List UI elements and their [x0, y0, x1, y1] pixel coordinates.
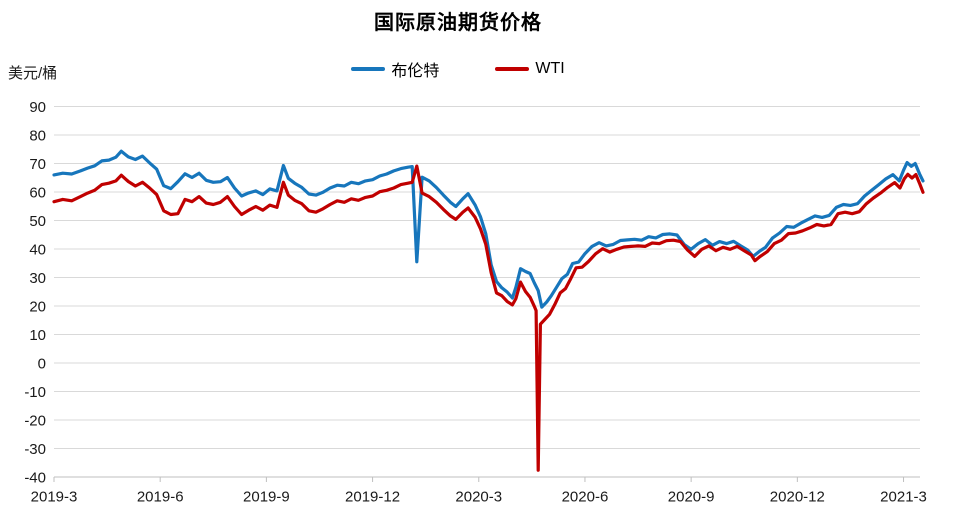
- series-line-wti: [52, 164, 925, 472]
- y-tick-label: 50: [29, 213, 46, 230]
- x-tick-label: 2020-12: [770, 488, 825, 505]
- x-tick-label: 2020-6: [562, 488, 609, 505]
- legend-item-brent: 布伦特: [351, 57, 439, 81]
- brent-legend-label: 布伦特: [391, 63, 440, 80]
- series-line-brent: [52, 149, 925, 309]
- y-tick-label: 20: [29, 298, 46, 315]
- x-tick-label: 2019-12: [345, 488, 400, 505]
- wti-line-swatch: [495, 67, 530, 71]
- x-tick-label: 2019-9: [243, 488, 290, 505]
- legend-item-wti: WTI: [495, 60, 565, 78]
- y-axis-unit-label: 美元/桶: [8, 65, 58, 82]
- y-tick-label: 10: [29, 327, 46, 344]
- brent-line-swatch: [351, 67, 386, 71]
- x-tick-label: 2019-3: [31, 488, 78, 505]
- y-tick-label: 60: [29, 184, 46, 201]
- y-tick-label: 70: [29, 156, 46, 173]
- y-tick-label: 90: [29, 99, 46, 116]
- y-tick-label: -10: [24, 384, 46, 401]
- legend: 布伦特 WTI: [0, 57, 916, 81]
- y-tick-label: 40: [29, 241, 46, 258]
- x-tick-label: 2020-9: [668, 488, 715, 505]
- x-tick-label: 2019-6: [137, 488, 184, 505]
- y-tick-label: -20: [24, 412, 46, 429]
- chart-title: 国际原油期货价格: [374, 12, 542, 34]
- y-tick-label: -40: [24, 469, 46, 486]
- y-tick-label: -30: [24, 441, 46, 458]
- y-tick-label: 30: [29, 270, 46, 287]
- y-tick-label: 0: [38, 355, 46, 372]
- x-tick-label: 2021-3: [880, 488, 927, 505]
- wti-legend-label: WTI: [535, 60, 565, 77]
- x-tick-label: 2020-3: [455, 488, 502, 505]
- y-tick-label: 80: [29, 127, 46, 144]
